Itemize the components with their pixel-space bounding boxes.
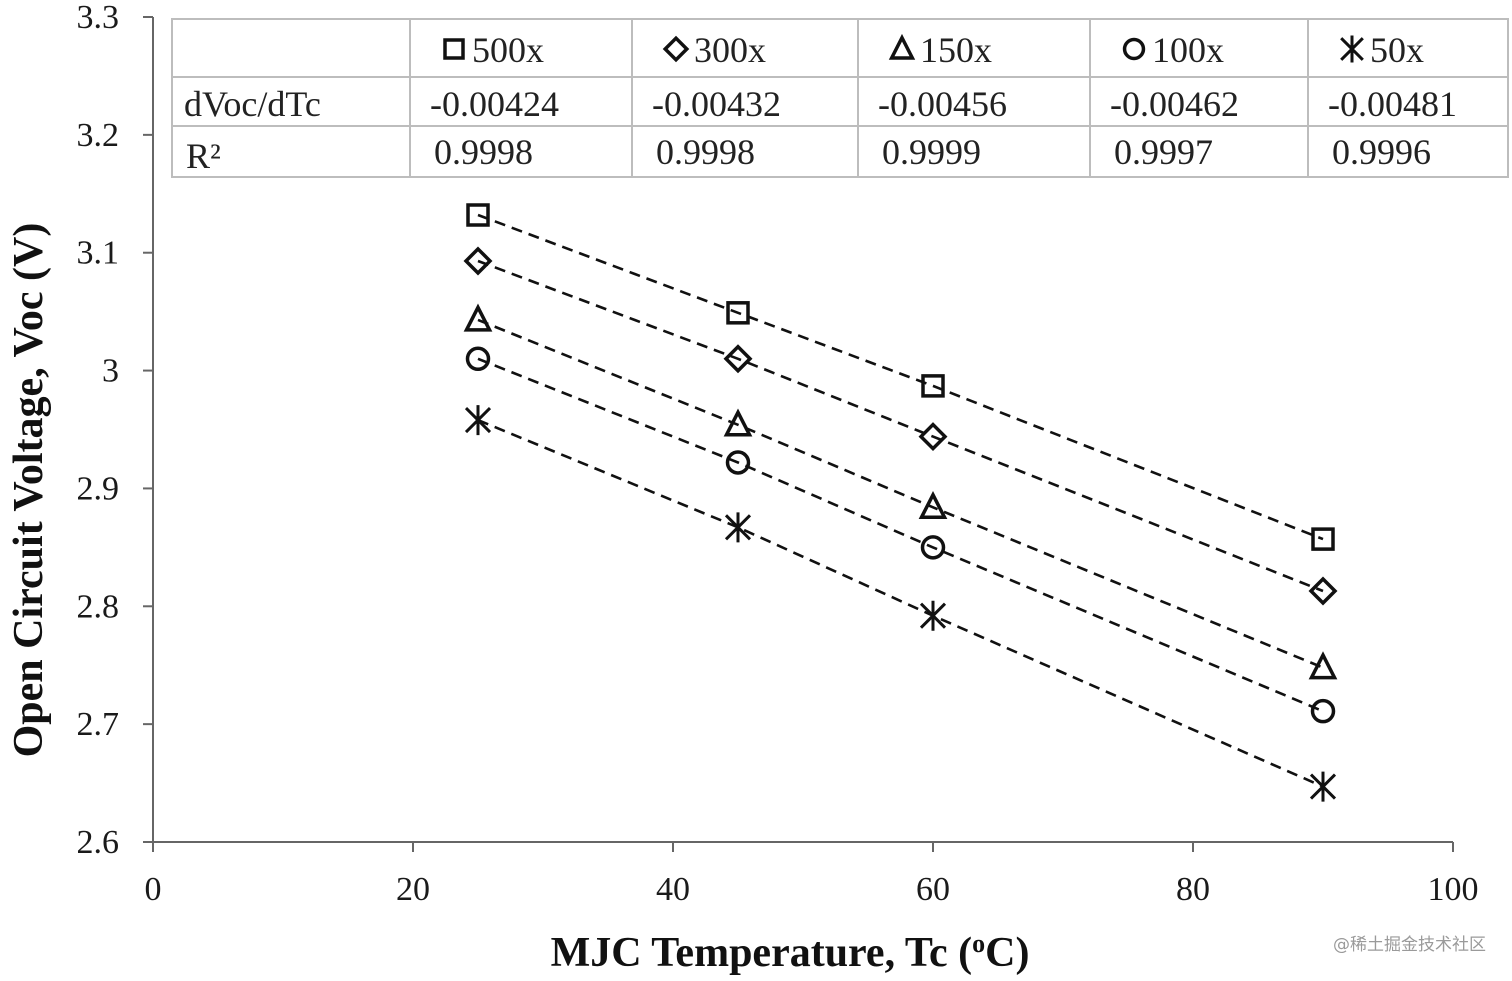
legend-label-500x: 500x: [472, 30, 544, 70]
table-cell-r2: 0.9999: [882, 132, 981, 172]
trendline-300x: [477, 259, 1324, 593]
stats-table-background: [171, 18, 1509, 178]
table-row-label-r2: R²: [186, 136, 221, 176]
point-100x: [1310, 698, 1336, 724]
point-50x: [919, 600, 947, 631]
point-500x: [1311, 527, 1335, 551]
x-tick-label: 60: [916, 871, 950, 908]
legend-marker-150x: [888, 33, 916, 60]
series-500x: [466, 203, 1335, 551]
point-150x: [918, 490, 948, 520]
trendline-150x: [477, 318, 1324, 669]
point-50x: [464, 405, 492, 436]
table-cell-dvoc: -0.00456: [878, 84, 1007, 124]
point-100x: [920, 535, 946, 560]
y-tick-label: 3.3: [77, 0, 120, 36]
point-100x: [465, 346, 491, 372]
y-tick-label: 3.1: [77, 235, 120, 272]
point-150x: [723, 408, 753, 437]
trendline-50x: [477, 418, 1324, 788]
series-50x: [464, 405, 1337, 802]
series-300x: [463, 246, 1338, 606]
trendline-500x: [477, 213, 1324, 541]
table-row-label-dvoc: dVoc/dTc: [184, 84, 321, 124]
point-500x: [921, 374, 945, 398]
series-100x: [465, 346, 1336, 724]
table-cell-r2: 0.9998: [434, 132, 533, 172]
legend-marker-500x: [443, 38, 465, 60]
x-tick-label: 100: [1428, 871, 1479, 908]
legend-marker-50x: [1340, 35, 1364, 63]
table-cell-dvoc: -0.00481: [1328, 84, 1457, 124]
table-cell-dvoc: -0.00424: [430, 84, 559, 124]
x-tick-label: 40: [656, 871, 690, 908]
y-tick-label: 3.2: [77, 117, 120, 154]
point-300x: [1308, 576, 1338, 606]
y-tick-label: 2.6: [77, 824, 120, 861]
point-500x: [726, 301, 750, 325]
table-body: 500x -0.00424 0.9998 300x -0.00432 0.9998 150x…: [430, 30, 1457, 172]
table-cell-r2: 0.9997: [1114, 132, 1213, 172]
y-tick-label: 2.8: [77, 588, 120, 625]
watermark: @稀土掘金技术社区: [1333, 935, 1486, 955]
series-layer: [463, 203, 1338, 802]
series-150x: [463, 303, 1338, 680]
legend-label-100x: 100x: [1152, 30, 1224, 70]
point-50x: [1309, 771, 1337, 802]
x-axis-title-superscript: o: [972, 929, 985, 958]
y-axis-title: Open Circuit Voltage, Voc (V): [6, 223, 52, 758]
x-tick-label: 20: [396, 871, 430, 908]
y-tick-label: 2.7: [77, 706, 120, 743]
point-50x: [724, 512, 752, 543]
point-300x: [463, 246, 493, 276]
legend-label-300x: 300x: [694, 30, 766, 70]
legend-label-50x: 50x: [1370, 30, 1424, 70]
point-150x: [463, 303, 493, 332]
point-300x: [918, 422, 948, 452]
point-500x: [466, 203, 490, 227]
x-axis-title-main: MJC Temperature, Tc (: [551, 930, 973, 976]
stats-table: dVoc/dTc R² 500x -0.00424 0.9998 300x -0.004…: [171, 18, 1509, 178]
legend-marker-100x: [1122, 37, 1146, 61]
table-cell-dvoc: -0.00462: [1110, 84, 1239, 124]
y-tick-label: 3: [102, 353, 119, 390]
legend-marker-300x: [662, 35, 690, 63]
x-axis-title: MJC Temperature, Tc (oC): [551, 929, 1030, 977]
point-300x: [723, 344, 753, 374]
point-100x: [725, 450, 751, 475]
x-tick-label: 80: [1176, 871, 1210, 908]
x-tick-label: 0: [145, 871, 162, 908]
table-cell-r2: 0.9998: [656, 132, 755, 172]
table-cell-dvoc: -0.00432: [652, 84, 781, 124]
y-tick-label: 2.9: [77, 470, 120, 507]
table-cell-r2: 0.9996: [1332, 132, 1431, 172]
x-axis-title-unit: C): [985, 930, 1029, 976]
point-150x: [1308, 651, 1338, 680]
legend-label-150x: 150x: [920, 30, 992, 70]
trendline-100x: [477, 357, 1324, 713]
ticks-layer: 0 20 40 60 80 100 2.6 2.7 2.8 2.9 3 3.1 3.2 3.3: [77, 0, 1479, 908]
